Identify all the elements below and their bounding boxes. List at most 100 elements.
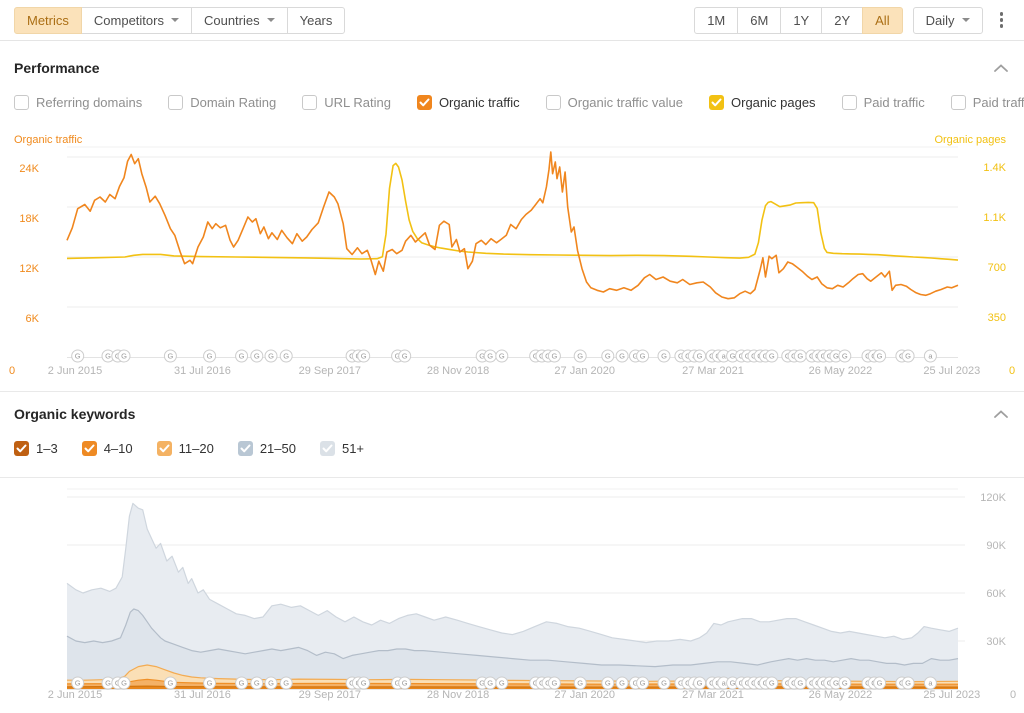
google-update-marker[interactable]: G [547, 676, 561, 690]
metric-referring-domains-checkbox[interactable]: Referring domains [14, 94, 142, 110]
range-2y-button[interactable]: 2Y [821, 6, 864, 34]
area-band-edge-21-50 [66, 608, 959, 668]
chevron-up-icon[interactable] [994, 410, 1008, 418]
google-update-marker[interactable]: G [615, 676, 629, 690]
metric-organic-pages-checkbox[interactable]: Organic pages [709, 94, 816, 110]
metric-organic-traffic-value-checkbox[interactable]: Organic traffic value [545, 94, 683, 110]
check-icon [711, 98, 722, 106]
performance-chart[interactable]: 24K 18K 12K 6K 1.4K 1.1K 700 350 Organic traffic… [0, 128, 1024, 384]
google-update-marker[interactable]: G [838, 349, 852, 363]
range-all-button[interactable]: All [862, 6, 903, 34]
google-update-marker[interactable]: G [547, 349, 561, 363]
toolbar-years-button[interactable]: Years [286, 6, 346, 34]
toolbar-countries-button[interactable]: Countries [190, 6, 288, 34]
google-update-marker[interactable]: G [117, 676, 131, 690]
google-update-marker[interactable]: G [615, 349, 629, 363]
google-update-marker[interactable]: G [601, 676, 615, 690]
google-update-marker[interactable]: G [163, 349, 177, 363]
metric-paid-traffic-checkbox[interactable]: Paid traffic [841, 94, 925, 110]
google-update-marker[interactable]: G [573, 676, 587, 690]
google-update-marker[interactable]: G [398, 676, 412, 690]
kw-filter-11-20-checkbox[interactable]: 11–20 [156, 440, 214, 456]
google-update-marker[interactable]: G [495, 676, 509, 690]
google-update-marker[interactable]: G [483, 676, 497, 690]
google-update-marker[interactable]: G [264, 349, 278, 363]
google-update-marker[interactable]: G [793, 676, 807, 690]
marker-letter: G [121, 679, 127, 688]
google-update-marker[interactable]: G [117, 349, 131, 363]
range-6m-button[interactable]: 6M [737, 6, 782, 34]
google-update-marker[interactable]: G [793, 349, 807, 363]
google-update-marker[interactable]: G [693, 349, 707, 363]
toolbar-competitors-button[interactable]: Competitors [80, 6, 192, 34]
google-update-marker[interactable]: G [693, 676, 707, 690]
toolbar: Metrics Competitors Countries Years 1M 6M 1Y 2… [0, 0, 1024, 41]
kw-filter-1-3-checkbox[interactable]: 1–3 [14, 440, 58, 456]
marker-letter: G [797, 352, 803, 361]
google-update-marker[interactable]: G [203, 349, 217, 363]
google-update-marker[interactable]: G [636, 349, 650, 363]
google-update-marker[interactable]: G [765, 349, 779, 363]
google-update-marker[interactable]: G [495, 349, 509, 363]
google-update-marker[interactable]: G [357, 349, 371, 363]
metric-organic-traffic-checkbox[interactable]: Organic traffic [416, 94, 520, 110]
google-update-marker[interactable]: G [873, 676, 887, 690]
google-update-marker[interactable]: G [71, 676, 85, 690]
google-update-marker[interactable]: G [235, 349, 249, 363]
kw-filter-51-checkbox[interactable]: 51+ [319, 440, 364, 456]
marker-letter: G [254, 679, 260, 688]
marker-letter: G [551, 679, 557, 688]
google-update-marker[interactable]: G [765, 676, 779, 690]
google-update-marker[interactable]: G [838, 676, 852, 690]
google-update-marker[interactable]: G [203, 676, 217, 690]
kebab-menu-icon[interactable] [993, 7, 1011, 33]
button-label: Metrics [27, 12, 69, 28]
metric-paid-traffic-cost-checkbox[interactable]: Paid traffic cost [950, 94, 1024, 110]
marker-letter: G [75, 679, 81, 688]
x-axis-date: 28 Nov 2018 [427, 689, 489, 701]
google-update-marker[interactable]: G [901, 349, 915, 363]
marker-letter: G [395, 352, 401, 361]
google-update-marker[interactable]: G [279, 676, 293, 690]
kw-filter-21-50-checkbox[interactable]: 21–50 [237, 440, 296, 456]
google-update-marker[interactable]: a [923, 349, 937, 363]
checkbox-label: 1–3 [36, 440, 58, 456]
google-update-marker[interactable]: G [357, 676, 371, 690]
check-icon [419, 98, 430, 106]
google-update-marker[interactable]: G [657, 676, 671, 690]
marker-letter: G [797, 679, 803, 688]
google-update-marker[interactable]: G [873, 349, 887, 363]
toolbar-metrics-button[interactable]: Metrics [14, 6, 82, 34]
range-1y-button[interactable]: 1Y [780, 6, 823, 34]
x-axis-date: 31 Jul 2016 [174, 365, 231, 377]
google-update-marker[interactable]: G [601, 349, 615, 363]
google-update-marker[interactable]: G [636, 676, 650, 690]
google-update-marker[interactable]: G [657, 349, 671, 363]
google-update-marker[interactable]: G [264, 676, 278, 690]
marker-letter: G [487, 679, 493, 688]
range-1m-button[interactable]: 1M [694, 6, 739, 34]
google-update-marker[interactable]: G [483, 349, 497, 363]
google-update-marker[interactable]: G [250, 676, 264, 690]
chevron-up-icon[interactable] [994, 64, 1008, 72]
checkbox-label: 21–50 [259, 440, 296, 456]
marker-letter: G [402, 679, 408, 688]
google-update-marker[interactable]: G [573, 349, 587, 363]
google-update-marker[interactable]: G [163, 676, 177, 690]
google-update-marker[interactable]: G [71, 349, 85, 363]
google-update-marker[interactable]: G [901, 676, 915, 690]
marker-letter: G [833, 352, 839, 361]
organic-keywords-chart[interactable]: 120K90K60K30KGGGGGGGGGGGGGGGGGGGGGGGGGGG… [0, 480, 1024, 713]
y-tick-right: 60K [986, 588, 1006, 600]
metric-domain-rating-checkbox[interactable]: Domain Rating [168, 94, 276, 110]
google-update-marker[interactable]: G [398, 349, 412, 363]
google-update-marker[interactable]: a [923, 676, 937, 690]
granularity-button[interactable]: Daily [912, 6, 983, 34]
marker-letter: G [697, 679, 703, 688]
google-update-marker[interactable]: G [279, 349, 293, 363]
metric-url-rating-checkbox[interactable]: URL Rating [302, 94, 391, 110]
kw-filter-4-10-checkbox[interactable]: 4–10 [81, 440, 133, 456]
google-update-marker[interactable]: G [235, 676, 249, 690]
series-organic-traffic [66, 151, 959, 300]
google-update-marker[interactable]: G [250, 349, 264, 363]
